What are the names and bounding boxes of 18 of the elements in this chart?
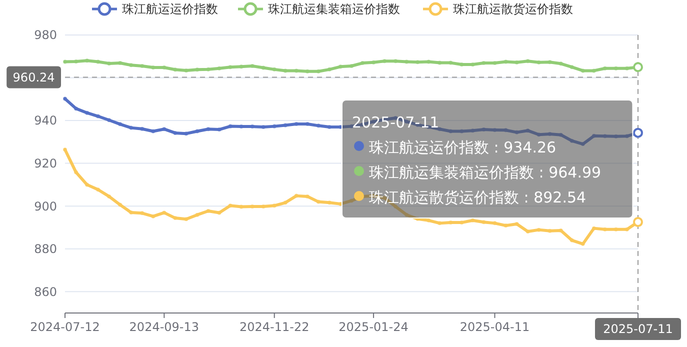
x-tick-label: 2024-07-12 (30, 320, 100, 334)
y-tick-label: 860 (34, 284, 57, 299)
y-tick-label: 920 (34, 156, 57, 171)
legend-label: 珠江航运运价指数 (122, 2, 218, 16)
y-tick-label: 940 (34, 114, 57, 128)
x-tick-label: 2024-11-22 (239, 320, 310, 334)
legend-label: 珠江航运集装箱运价指数 (268, 2, 400, 16)
x-tick-label: 2024-09-13 (129, 320, 200, 334)
x-tick-label: 2025-04-11 (460, 320, 530, 334)
y-tick-label: 880 (34, 242, 57, 256)
annotation: 珠江航运运价指数 : 934.26 (369, 138, 556, 156)
ref-line-label: 2025-07-11 (603, 322, 673, 336)
annotation: 珠江航运集装箱运价指数 : 964.99 (369, 163, 602, 182)
y-tick-label: 900 (34, 199, 57, 214)
ref-line-label: 960.24 (12, 70, 55, 84)
legend-label: 珠江航运散货运价指数 (453, 2, 573, 16)
x-tick-label: 2025-01-24 (338, 320, 408, 334)
y-tick-label: 980 (34, 28, 57, 42)
